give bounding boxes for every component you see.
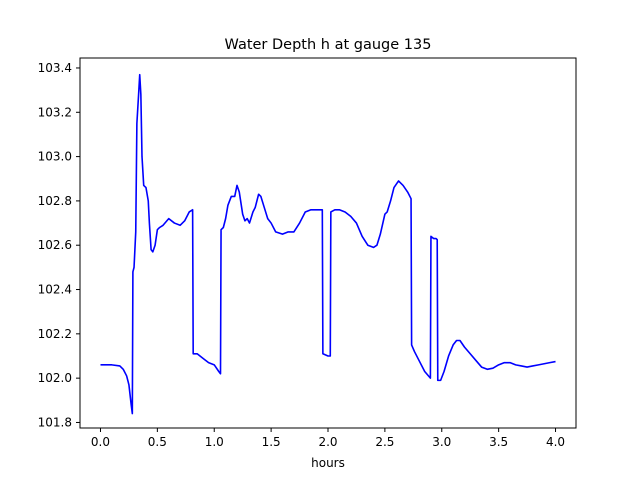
x-tick-label: 3.0: [432, 435, 451, 449]
series-line-0: [100, 73, 556, 415]
x-tick-label: 2.0: [318, 435, 337, 449]
x-axis-label: hours: [311, 456, 345, 470]
y-tick-label: 102.0: [38, 371, 72, 385]
y-tick-label: 102.4: [38, 283, 72, 297]
x-tick-label: 3.5: [489, 435, 508, 449]
x-tick-label: 0.0: [91, 435, 110, 449]
x-tick-label: 4.0: [546, 435, 565, 449]
plot-area: [80, 58, 576, 428]
series-layer: [100, 73, 556, 415]
chart-title: Water Depth h at gauge 135: [225, 37, 432, 53]
y-tick-label: 103.2: [38, 105, 72, 119]
y-tick-label: 102.2: [38, 327, 72, 341]
y-tick-label: 101.8: [38, 415, 72, 429]
x-tick-label: 2.5: [375, 435, 394, 449]
y-axis-ticks: 101.8 102.0 102.2 102.4 102.6 102.8 103.0 103.2…: [38, 61, 80, 429]
y-tick-label: 103.0: [38, 150, 72, 164]
y-tick-label: 102.8: [38, 194, 72, 208]
y-tick-label: 102.6: [38, 238, 72, 252]
y-tick-label: 103.4: [38, 61, 72, 75]
x-tick-label: 1.0: [205, 435, 224, 449]
plot-frame: [79, 57, 577, 429]
x-axis-ticks: 0.0 0.5 1.0 1.5 2.0 2.5 3.0 3.5 4.0: [91, 428, 565, 449]
x-tick-label: 0.5: [148, 435, 167, 449]
x-tick-label: 1.5: [262, 435, 281, 449]
